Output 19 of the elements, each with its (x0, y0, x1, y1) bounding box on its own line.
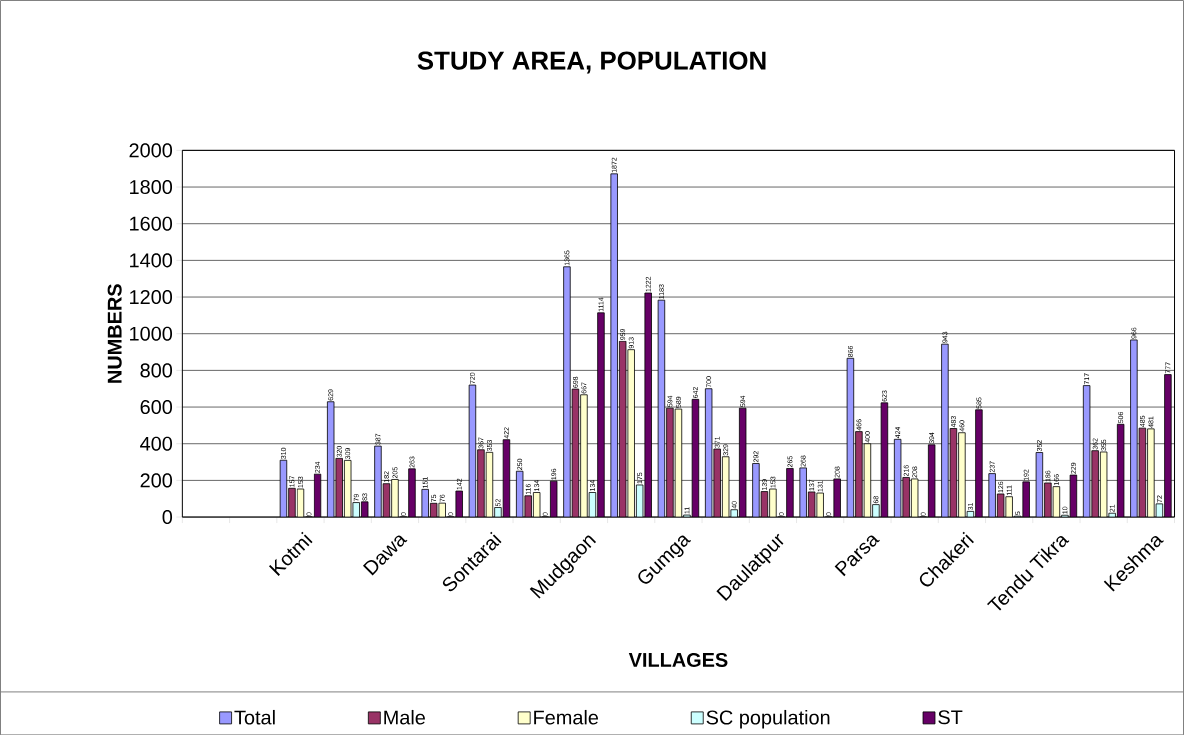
legend-label: Female (534, 709, 599, 725)
legend-label: Male (384, 709, 425, 725)
y-tick-label: 1800 (130, 179, 173, 194)
y-tick-label: 0 (162, 509, 173, 524)
y-tick-label: 800 (140, 363, 173, 378)
y-tick-label: 1400 (130, 253, 173, 268)
y-tick-label: 200 (140, 473, 173, 488)
y-tick-label: 1000 (130, 326, 173, 341)
y-tick-label: 400 (140, 436, 173, 451)
y-tick-label: 600 (140, 399, 173, 414)
y-tick-label: 2000 (129, 143, 173, 158)
chart-title: STUDY AREA, POPULATION (417, 51, 766, 74)
y-tick-label: 1200 (130, 289, 173, 304)
legend-label: SC population (706, 709, 830, 729)
x-axis-title: VILLAGES (628, 652, 728, 667)
legend-label: Total (234, 709, 275, 725)
y-tick-label: 1600 (130, 216, 173, 231)
y-axis-title: NUMBERS (107, 283, 122, 383)
legend-label: ST (938, 710, 963, 725)
